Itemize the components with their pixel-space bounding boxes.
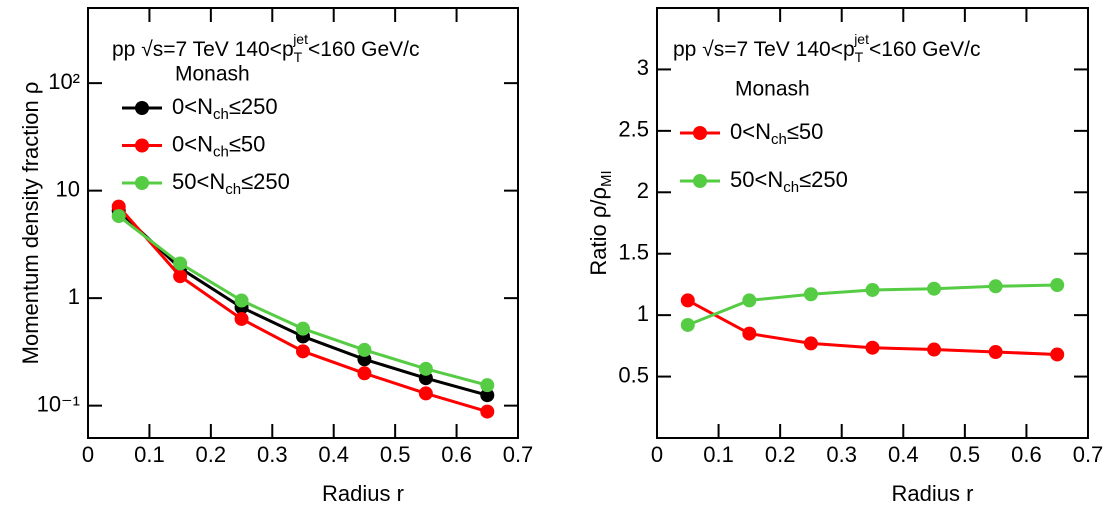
x-tick-label: 0.7 [503,442,534,467]
x-tick-label: 0.2 [765,442,796,467]
data-point [357,366,372,381]
y-tick-label: 1 [637,301,649,326]
data-point [803,287,818,302]
x-tick-label: 0.4 [318,442,349,467]
legend-label: 50<Nch≤250 [730,167,848,196]
y-tick-label: 10⁻¹ [37,391,80,416]
y-tick-label: 10 [56,176,80,201]
data-point [1050,278,1065,293]
x-tick-label: 0.3 [257,442,288,467]
data-point [296,321,310,336]
x-tick-label: 0.7 [1073,442,1104,467]
y-axis-label: Momentum density fraction ρ [18,82,43,365]
annotation: pp √s=7 TeV 140<pTjet<160 GeV/c [112,31,419,65]
x-tick-label: 0.2 [196,442,227,467]
legend-label: 0<Nch≤250 [172,94,278,123]
data-point [173,269,188,284]
data-point [1050,347,1065,362]
y-tick-label: 10² [48,69,80,94]
data-point [234,311,249,326]
x-axis-label: Radius r [892,481,974,506]
data-point [111,209,126,224]
data-point [418,361,433,376]
y-tick-label: 0.5 [618,362,649,387]
x-tick-label: 0 [651,442,663,467]
data-point [742,293,757,308]
data-point [418,386,433,401]
data-point [927,342,942,357]
y-tick-label: 3 [637,55,649,80]
data-point [680,317,695,332]
x-tick-label: 0.6 [1011,442,1042,467]
legend-marker [135,138,149,153]
annotation: pp √s=7 TeV 140<pTjet<160 GeV/c [673,31,980,65]
x-tick-label: 0.1 [134,442,165,467]
data-point [927,281,942,296]
data-point [742,326,757,341]
data-point [680,293,695,308]
x-axis-label: Radius r [322,481,404,506]
plot-frame [87,7,519,439]
legend-marker [135,176,149,190]
legend-marker [693,174,707,188]
legend-label: 0<Nch≤50 [172,131,265,160]
legend-label: 50<Nch≤250 [172,169,290,198]
data-point [234,293,249,308]
y-tick-label: 2 [637,178,649,203]
x-tick-label: 0.6 [441,442,472,467]
y-tick-label: 2.5 [618,117,649,142]
legend-marker [135,101,149,115]
x-tick-label: 0.1 [703,442,734,467]
x-tick-label: 0.5 [950,442,981,467]
x-tick-label: 0.5 [380,442,411,467]
data-point [480,378,495,393]
legend-label: 0<Nch≤50 [730,119,823,148]
x-tick-label: 0 [82,442,94,467]
data-point [296,344,310,359]
data-point [988,279,1003,294]
legend-title: Monash [735,78,810,101]
data-point [357,342,372,357]
series-line [117,214,488,387]
y-tick-label: 1 [68,284,80,309]
data-point [173,256,188,271]
data-point [865,282,880,297]
legend-marker [693,126,707,140]
x-tick-label: 0.4 [888,442,919,467]
data-point [480,404,495,419]
data-point [988,345,1003,359]
plot-frame [656,7,1089,439]
data-point [480,388,495,403]
data-point [865,340,880,355]
y-tick-label: 1.5 [618,240,649,265]
legend-title: Monash [175,63,250,86]
data-point [803,336,818,351]
y-axis-label: Ratio ρ/ρMI [586,170,615,275]
x-tick-label: 0.3 [826,442,857,467]
